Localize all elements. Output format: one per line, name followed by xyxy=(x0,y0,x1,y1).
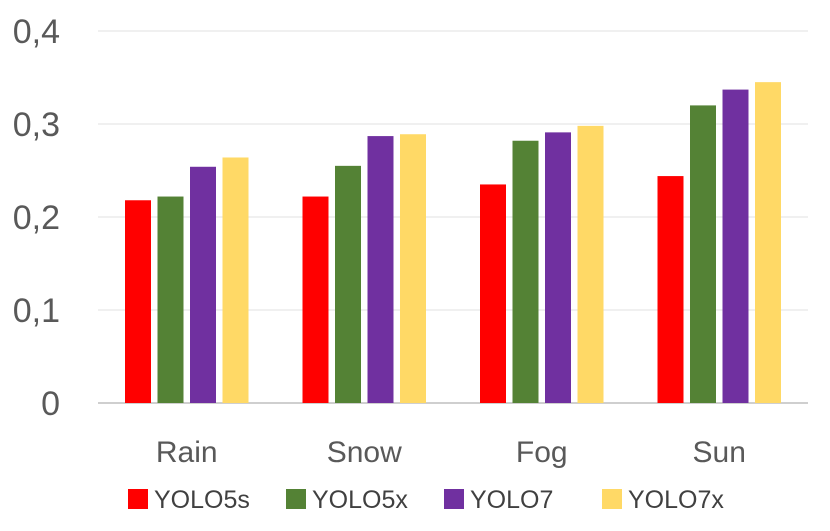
legend-label: YOLO7x xyxy=(628,486,724,514)
x-axis: Rain Snow Fog Sun xyxy=(156,436,746,469)
bars xyxy=(125,82,781,404)
legend-swatch-yolo7x xyxy=(602,489,622,509)
bar-sun-yolo7x xyxy=(755,82,781,404)
bar-rain-yolo7 xyxy=(190,166,216,403)
legend-label: YOLO7 xyxy=(470,486,553,514)
legend-swatch-yolo5x xyxy=(286,489,306,509)
bar-rain-yolo7x xyxy=(222,157,249,403)
bar-rain-yolo5s xyxy=(125,200,151,403)
bar-sun-yolo7 xyxy=(722,89,749,403)
bar-fog-yolo5x xyxy=(512,140,539,404)
bar-sun-yolo5x xyxy=(690,105,716,404)
x-tick-label: Sun xyxy=(693,436,746,469)
bar-snow-yolo7x xyxy=(400,134,426,404)
bar-fog-yolo7 xyxy=(545,132,571,403)
y-tick-label: 0,2 xyxy=(13,199,60,237)
legend-label: YOLO5x xyxy=(312,486,408,514)
y-axis: 0 0,1 0,2 0,3 0,4 xyxy=(13,13,60,423)
bar-fog-yolo5s xyxy=(480,184,506,403)
bar-fog-yolo7x xyxy=(577,125,604,404)
bar-snow-yolo5x xyxy=(335,165,361,403)
gridlines xyxy=(98,30,808,404)
legend-swatch-yolo5s xyxy=(128,489,148,509)
bar-rain-yolo5x xyxy=(157,196,184,403)
y-tick-label: 0,3 xyxy=(13,106,60,144)
y-tick-label: 0,4 xyxy=(13,13,60,51)
legend-swatch-yolo7 xyxy=(444,489,464,509)
x-tick-label: Snow xyxy=(327,436,402,469)
bar-snow-yolo7 xyxy=(367,136,394,403)
legend: YOLO5s YOLO5x YOLO7 YOLO7x xyxy=(128,486,724,514)
bar-sun-yolo5s xyxy=(657,176,684,403)
legend-label: YOLO5s xyxy=(154,486,250,514)
y-tick-label: 0 xyxy=(41,385,60,423)
bar-snow-yolo5s xyxy=(302,196,329,403)
y-tick-label: 0,1 xyxy=(13,292,60,330)
x-tick-label: Rain xyxy=(156,436,218,469)
x-tick-label: Fog xyxy=(516,436,568,469)
